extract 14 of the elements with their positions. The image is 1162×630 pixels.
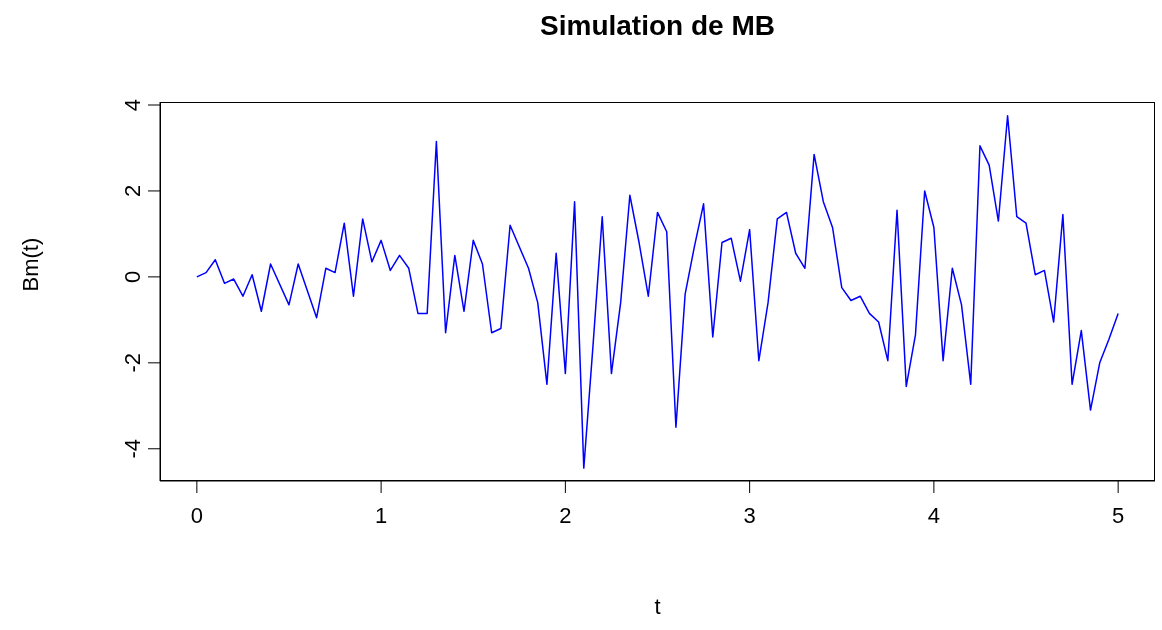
- x-axis-title: t: [654, 594, 661, 619]
- chart-title: Simulation de MB: [539, 10, 776, 42]
- y-tick-label: -4: [120, 438, 145, 459]
- x-tick-label: 1: [374, 502, 388, 528]
- x-tick-label: 5: [1112, 502, 1125, 528]
- x-tick-label: 3: [743, 502, 756, 528]
- y-tick-label: 2: [120, 184, 145, 198]
- y-tick-label: -2: [120, 353, 145, 373]
- y-tick-label: 4: [120, 98, 145, 112]
- y-tick-label: 0: [120, 270, 145, 284]
- y-axis-title: Bm(t): [17, 237, 43, 292]
- x-tick-label: 0: [190, 502, 203, 528]
- x-tick-label: 4: [927, 502, 941, 528]
- x-tick-label: 2: [559, 502, 572, 528]
